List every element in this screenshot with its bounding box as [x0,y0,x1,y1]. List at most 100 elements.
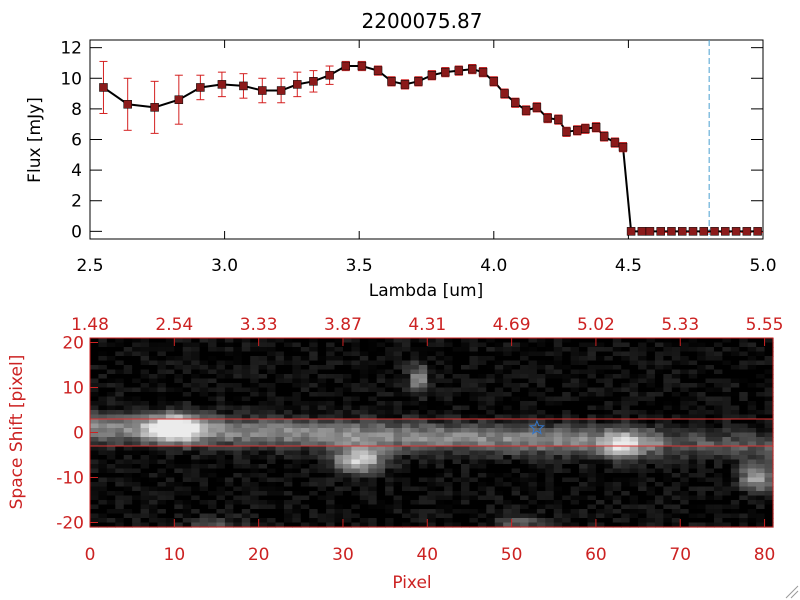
image-pixel [393,482,403,488]
image-pixel [730,405,740,411]
image-pixel [174,522,184,528]
image-pixel [629,464,639,470]
image-pixel [250,383,260,389]
image-pixel [764,459,774,465]
image-pixel [233,495,243,501]
image-pixel [342,522,352,528]
image-pixel [536,432,546,438]
image-pixel [461,387,471,393]
image-pixel [469,428,479,434]
image-pixel [233,396,243,402]
image-pixel [385,342,395,348]
image-pixel [199,387,209,393]
image-pixel [722,369,732,375]
image-pixel [663,342,673,348]
image-pixel [553,365,563,371]
image-pixel [739,509,749,515]
image-pixel [174,513,184,519]
image-pixel [705,387,715,393]
image-pixel [747,342,757,348]
image-pixel [722,405,732,411]
image-pixel [165,450,175,456]
image-pixel [764,500,774,506]
image-pixel [705,369,715,375]
image-pixel [663,464,673,470]
image-pixel [224,495,234,501]
image-pixel [553,455,563,461]
image-pixel [570,383,580,389]
image-pixel [368,486,378,492]
image-pixel [595,365,605,371]
image-pixel [477,423,487,429]
image-pixel [553,491,563,497]
image-pixel [393,486,403,492]
image-pixel [646,374,656,380]
image-pixel [579,441,589,447]
image-pixel [233,468,243,474]
image-pixel [165,414,175,420]
image-pixel [730,518,740,524]
x-tick-label: 70 [669,545,691,565]
image-pixel [697,374,707,380]
image-pixel [123,347,133,353]
image-pixel [713,437,724,443]
image-pixel [452,405,462,411]
image-pixel [283,513,293,519]
image-pixel [199,522,209,528]
image-pixel [587,437,597,443]
image-pixel [688,482,698,488]
image-pixel [115,396,125,402]
image-pixel [140,428,150,434]
image-pixel [461,351,471,357]
image-pixel [317,347,327,353]
image-pixel [503,464,513,470]
image-pixel [182,504,192,510]
resize-grip-icon[interactable] [785,585,799,599]
image-pixel [671,342,681,348]
image-pixel [604,401,614,407]
image-pixel [132,464,142,470]
image-pixel [587,468,597,474]
image-pixel [545,482,555,488]
image-pixel [123,378,133,384]
image-pixel [435,464,445,470]
image-pixel [106,360,116,366]
image-pixel [165,509,175,515]
image-pixel [722,495,732,501]
image-pixel [680,500,690,506]
image-pixel [604,423,614,429]
image-pixel [368,500,378,506]
image-pixel [410,360,420,366]
image-pixel [309,365,319,371]
image-pixel [629,468,639,474]
image-pixel [115,423,125,429]
image-pixel [654,414,664,420]
image-pixel [595,500,605,506]
image-pixel [528,446,538,452]
image-pixel [570,477,580,483]
image-pixel [115,441,125,447]
image-pixel [604,369,614,375]
image-pixel [612,513,622,519]
image-pixel [250,495,260,501]
image-pixel [292,374,302,380]
image-pixel [427,473,437,479]
image-pixel [300,477,310,483]
y-tick-label: 10 [60,69,82,89]
image-pixel [427,432,437,438]
image-pixel [292,491,302,497]
image-pixel [604,518,614,524]
image-pixel [444,437,454,443]
image-pixel [199,455,209,461]
image-pixel [730,428,740,434]
image-pixel [486,437,496,443]
image-pixel [157,360,167,366]
image-pixel [283,347,293,353]
chart-title: 2200075.87 [362,9,483,33]
image-pixel [174,504,184,510]
image-pixel [427,428,437,434]
image-pixel [486,338,496,344]
image-pixel [334,495,344,501]
image-pixel [376,369,386,375]
image-pixel [410,405,420,411]
